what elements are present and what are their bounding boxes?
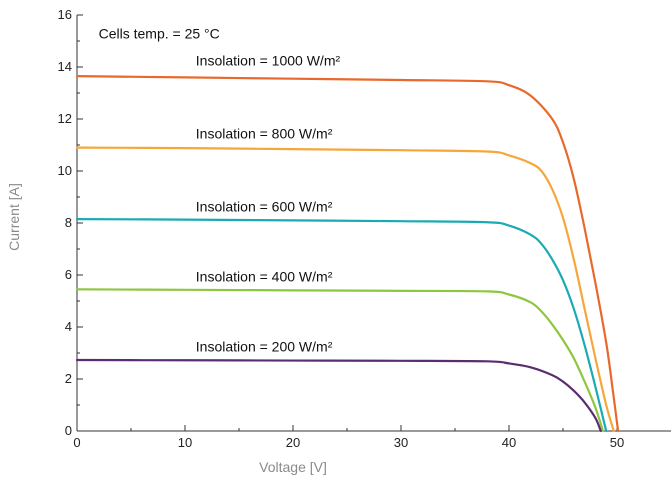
y-tick-label: 10 — [58, 163, 72, 178]
x-axis-title: Voltage [V] — [259, 459, 327, 475]
y-tick-label: 6 — [65, 267, 72, 282]
x-tick-label: 40 — [502, 435, 516, 450]
series-line-1 — [75, 146, 615, 433]
y-tick-label: 8 — [65, 215, 72, 230]
x-tick-label: 10 — [178, 435, 192, 450]
y-tick-label: 14 — [58, 59, 72, 74]
labels-layer: Insolation = 1000 W/m² Insolation = 800 W… — [99, 25, 341, 354]
y-tick-label: 16 — [58, 7, 72, 22]
x-tick-label: 20 — [286, 435, 300, 450]
series-label-4: Insolation = 200 W/m² — [196, 339, 333, 355]
x-tick-label: 30 — [394, 435, 408, 450]
x-tick-label: 50 — [610, 435, 624, 450]
series-label-0: Insolation = 1000 W/m² — [196, 53, 341, 69]
series-label-2: Insolation = 600 W/m² — [196, 198, 333, 214]
y-tick-label: 12 — [58, 111, 72, 126]
axes: 0 2 4 6 8 10 12 14 16 0 10 20 30 40 50 — [58, 7, 671, 450]
y-axis-title: Current [A] — [6, 183, 22, 251]
series-line-0 — [75, 75, 620, 433]
y-tick-label: 4 — [65, 319, 72, 334]
y-tick-label: 0 — [65, 423, 72, 438]
series-line-2 — [75, 218, 608, 433]
series-label-3: Insolation = 400 W/m² — [196, 269, 333, 285]
cell-temperature-note: Cells temp. = 25 °C — [99, 25, 220, 41]
x-tick-label: 0 — [73, 435, 80, 450]
series-layer — [75, 75, 620, 433]
series-line-4 — [75, 358, 602, 433]
series-line-3 — [75, 288, 605, 433]
series-label-1: Insolation = 800 W/m² — [196, 126, 333, 142]
y-tick-label: 2 — [65, 371, 72, 386]
